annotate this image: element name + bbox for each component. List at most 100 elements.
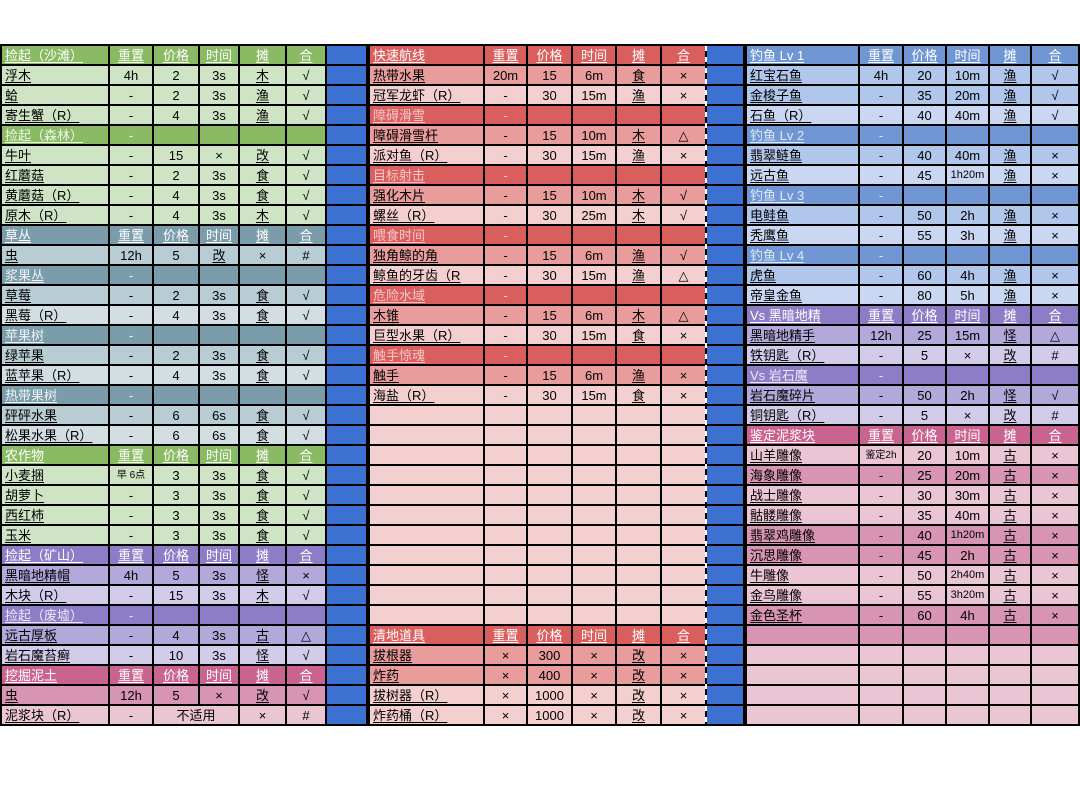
cell-reset[interactable]: 12h bbox=[110, 246, 154, 266]
cell-reset[interactable]: - bbox=[110, 266, 154, 286]
cell-time[interactable]: 3s bbox=[200, 346, 240, 366]
group-title-cell[interactable]: 捡起（矿山） bbox=[2, 546, 110, 566]
cell-price[interactable]: 400 bbox=[528, 666, 573, 686]
cell-reset[interactable]: - bbox=[860, 526, 904, 546]
empty-cell[interactable] bbox=[617, 466, 662, 486]
cell-reset[interactable]: - bbox=[860, 286, 904, 306]
cell-price[interactable]: 4 bbox=[154, 366, 200, 386]
empty-cell[interactable] bbox=[947, 706, 990, 726]
cell-stall[interactable]: 木 bbox=[617, 126, 662, 146]
cell-time[interactable]: 10m bbox=[947, 446, 990, 466]
cell-stall[interactable]: 渔 bbox=[990, 226, 1032, 246]
cell-reset[interactable]: - bbox=[860, 86, 904, 106]
empty-cell[interactable] bbox=[617, 106, 662, 126]
cell-reset[interactable]: - bbox=[860, 146, 904, 166]
cell-time[interactable]: 3s bbox=[200, 286, 240, 306]
cell-stall[interactable]: 木 bbox=[617, 306, 662, 326]
cell-price[interactable]: 2 bbox=[154, 166, 200, 186]
cell-reset[interactable]: - bbox=[485, 146, 528, 166]
cell-time[interactable]: 3h20m bbox=[947, 586, 990, 606]
empty-cell[interactable] bbox=[860, 686, 904, 706]
cell-combo[interactable]: × bbox=[662, 86, 707, 106]
item-name-cell[interactable]: 海盐（R） bbox=[370, 386, 485, 406]
cell-time[interactable]: × bbox=[947, 406, 990, 426]
column-header-reset[interactable]: 重置 bbox=[110, 446, 154, 466]
empty-cell[interactable] bbox=[573, 526, 617, 546]
cell-stall[interactable]: 食 bbox=[240, 466, 287, 486]
cell-stall[interactable]: 古 bbox=[240, 626, 287, 646]
empty-cell[interactable] bbox=[485, 606, 528, 626]
empty-cell[interactable] bbox=[947, 366, 990, 386]
cell-time[interactable]: 3h bbox=[947, 226, 990, 246]
item-name-cell[interactable]: 岩石魔碎片 bbox=[747, 386, 860, 406]
cell-combo[interactable]: × bbox=[1032, 546, 1080, 566]
column-header-combo[interactable]: 合 bbox=[662, 46, 707, 66]
item-name-cell[interactable]: 浮木 bbox=[2, 66, 110, 86]
cell-time[interactable]: 3s bbox=[200, 526, 240, 546]
cell-combo[interactable]: √ bbox=[662, 186, 707, 206]
group-title-cell[interactable]: 快速航线 bbox=[370, 46, 485, 66]
cell-reset[interactable]: - bbox=[860, 246, 904, 266]
cell-reset[interactable]: - bbox=[110, 366, 154, 386]
empty-cell[interactable] bbox=[947, 646, 990, 666]
cell-time[interactable]: 6s bbox=[200, 426, 240, 446]
cell-combo[interactable]: √ bbox=[287, 106, 327, 126]
cell-reset[interactable]: - bbox=[110, 306, 154, 326]
column-header-reset[interactable]: 重置 bbox=[485, 46, 528, 66]
cell-price[interactable]: 30 bbox=[528, 386, 573, 406]
empty-cell[interactable] bbox=[617, 166, 662, 186]
cell-stall[interactable]: 食 bbox=[240, 366, 287, 386]
cell-reset[interactable]: - bbox=[860, 346, 904, 366]
column-header-price[interactable]: 价格 bbox=[904, 306, 947, 326]
cell-stall[interactable]: × bbox=[240, 706, 287, 726]
cell-combo[interactable]: × bbox=[1032, 206, 1080, 226]
cell-combo[interactable]: × bbox=[662, 686, 707, 706]
item-name-cell[interactable]: 草莓 bbox=[2, 286, 110, 306]
cell-price[interactable]: 4 bbox=[154, 306, 200, 326]
column-header-reset[interactable]: 重置 bbox=[110, 666, 154, 686]
cell-price[interactable]: 10 bbox=[154, 646, 200, 666]
cell-combo[interactable]: √ bbox=[287, 526, 327, 546]
cell-reset[interactable]: - bbox=[860, 266, 904, 286]
cell-combo[interactable]: √ bbox=[1032, 86, 1080, 106]
cell-stall[interactable]: 古 bbox=[990, 486, 1032, 506]
cell-reset[interactable]: - bbox=[860, 546, 904, 566]
empty-cell[interactable] bbox=[904, 126, 947, 146]
column-header-stall[interactable]: 摊 bbox=[240, 46, 287, 66]
cell-combo[interactable]: × bbox=[1032, 486, 1080, 506]
column-header-combo[interactable]: 合 bbox=[287, 46, 327, 66]
cell-stall[interactable]: 古 bbox=[990, 586, 1032, 606]
empty-cell[interactable] bbox=[617, 566, 662, 586]
empty-cell[interactable] bbox=[947, 666, 990, 686]
cell-time[interactable]: 3s bbox=[200, 106, 240, 126]
cell-combo[interactable]: √ bbox=[287, 486, 327, 506]
subgroup-title-cell[interactable]: 热带果树 bbox=[2, 386, 110, 406]
empty-cell[interactable] bbox=[200, 606, 240, 626]
empty-cell[interactable] bbox=[1032, 666, 1080, 686]
empty-cell[interactable] bbox=[662, 546, 707, 566]
cell-time[interactable]: 5h bbox=[947, 286, 990, 306]
item-name-cell[interactable]: 玉米 bbox=[2, 526, 110, 546]
cell-time[interactable]: 3s bbox=[200, 166, 240, 186]
cell-combo[interactable]: × bbox=[662, 386, 707, 406]
cell-reset[interactable]: - bbox=[860, 106, 904, 126]
column-header-price[interactable]: 价格 bbox=[154, 546, 200, 566]
cell-stall[interactable]: 食 bbox=[617, 386, 662, 406]
cell-stall[interactable]: 古 bbox=[990, 446, 1032, 466]
empty-cell[interactable] bbox=[990, 666, 1032, 686]
empty-cell[interactable] bbox=[662, 166, 707, 186]
cell-time[interactable]: 2h bbox=[947, 386, 990, 406]
item-name-cell[interactable]: 电鲑鱼 bbox=[747, 206, 860, 226]
cell-price[interactable]: 35 bbox=[904, 506, 947, 526]
column-header-time[interactable]: 时间 bbox=[573, 46, 617, 66]
cell-stall[interactable]: 怪 bbox=[240, 566, 287, 586]
item-name-cell[interactable]: 松果水果（R） bbox=[2, 426, 110, 446]
cell-combo[interactable]: × bbox=[1032, 566, 1080, 586]
cell-stall[interactable]: 食 bbox=[617, 66, 662, 86]
column-header-price[interactable]: 价格 bbox=[528, 626, 573, 646]
column-header-combo[interactable]: 合 bbox=[287, 666, 327, 686]
item-name-cell[interactable]: 铜钥匙（R） bbox=[747, 406, 860, 426]
cell-stall[interactable]: 食 bbox=[240, 426, 287, 446]
empty-cell[interactable] bbox=[662, 426, 707, 446]
empty-cell[interactable] bbox=[747, 686, 860, 706]
